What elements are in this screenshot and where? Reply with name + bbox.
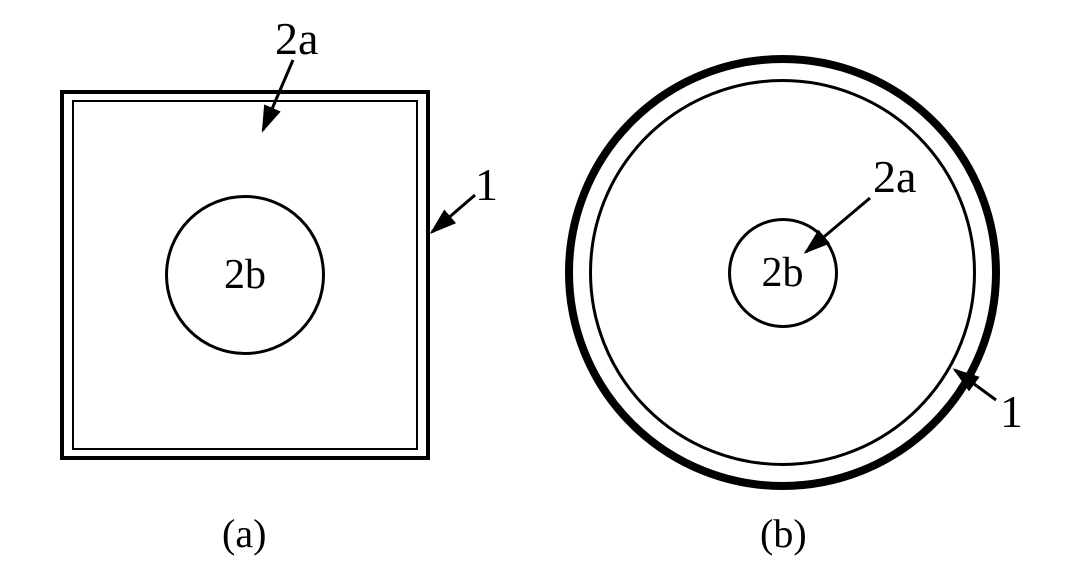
outer-circle-frame: 2b [565,55,1000,490]
diagram-container: 2b 2b 2a 1 2a 1 (a) (b) [0,0,1080,578]
outer-square-frame: 2b [60,90,430,460]
label-2b-a: 2b [224,251,266,299]
caption-b: (b) [760,510,807,557]
label-1-a: 1 [475,158,498,211]
center-circle-b: 2b [728,218,838,328]
figure-a: 2b [60,90,430,460]
label-1-b: 1 [1000,385,1023,438]
caption-a: (a) [222,510,266,557]
center-circle-a: 2b [165,195,325,355]
figure-b: 2b [565,55,1000,490]
label-2a-b: 2a [873,150,916,203]
label-2a-a: 2a [275,12,318,65]
label-2b-b: 2b [762,249,804,297]
